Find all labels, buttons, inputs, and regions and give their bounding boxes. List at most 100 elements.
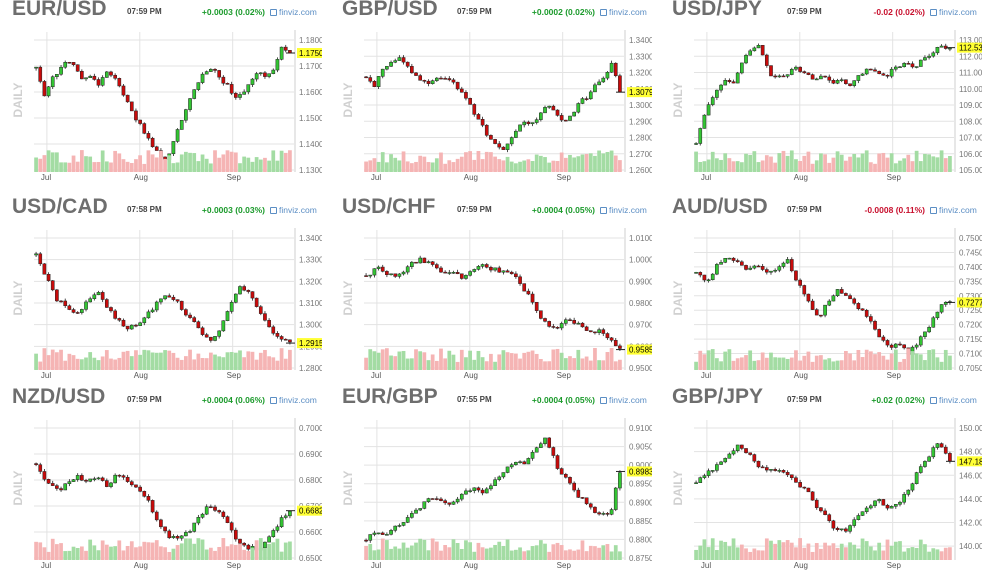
volume-bar: [588, 360, 593, 370]
volume-bar: [935, 157, 940, 172]
finviz-brand-link[interactable]: finviz.com: [930, 395, 977, 405]
candle-body: [121, 85, 126, 96]
candle-body: [939, 45, 944, 48]
y-tick-label: 1.3000: [629, 101, 652, 110]
candle-body: [898, 66, 902, 69]
candle-body: [250, 291, 255, 299]
volume-bar: [823, 359, 827, 370]
candle-body: [104, 480, 109, 487]
volume-bar: [910, 351, 915, 370]
finviz-brand-link[interactable]: finviz.com: [270, 395, 317, 405]
volume-bar: [902, 358, 907, 370]
y-tick-label: 1.2600: [629, 166, 652, 175]
finviz-brand-link[interactable]: finviz.com: [930, 7, 977, 17]
candle-body: [555, 455, 560, 469]
chart-panel-usd-jpy[interactable]: 113.00 112.00 111.00 110.00 109.00 108.00 107.…: [660, 0, 982, 185]
finviz-brand-link[interactable]: finviz.com: [600, 205, 647, 215]
candle-body: [576, 489, 581, 498]
candle-body: [146, 133, 151, 139]
x-tick-label: Sep: [227, 371, 242, 380]
candle-body: [117, 474, 122, 477]
candle-body: [393, 525, 398, 531]
candle-body: [271, 326, 276, 334]
volume-bar: [175, 357, 180, 370]
candle-body: [63, 483, 68, 491]
volume-bar: [154, 540, 159, 560]
symbol-title[interactable]: USD/CHF: [342, 195, 436, 218]
candle-body: [551, 326, 556, 328]
finviz-brand-link[interactable]: finviz.com: [270, 205, 317, 215]
volume-bar: [814, 160, 819, 172]
volume-bar: [464, 152, 468, 172]
volume-bar: [179, 154, 184, 172]
candle-body: [275, 59, 280, 71]
volume-bar: [538, 540, 543, 560]
candle-body: [104, 299, 109, 308]
chart-panel-gbp-jpy[interactable]: 150.00 148.00 146.00 144.00 142.00 140.00 Jul A…: [660, 385, 982, 573]
volume-bar: [559, 152, 564, 172]
candle-body: [154, 301, 159, 311]
symbol-title[interactable]: USD/CAD: [12, 195, 108, 218]
chart-panel-usd-cad[interactable]: 1.34001.33001.32001.31001.30001.29001.28…: [0, 195, 322, 383]
volume-bar: [104, 544, 109, 560]
candle-body: [731, 257, 736, 261]
volume-bar: [739, 357, 744, 370]
volume-bar: [810, 551, 815, 560]
chart-panel-eur-usd[interactable]: 1.1800 1.1700 1.1600 1.1500 1.1400 1.1300 Jul A…: [0, 0, 322, 185]
volume-bar: [129, 163, 134, 172]
timeframe-label: DAILY: [671, 83, 685, 118]
volume-bar: [898, 160, 902, 172]
quote-time: 07:59 PM: [457, 7, 492, 16]
volume-bar: [38, 542, 43, 560]
candle-body: [559, 468, 564, 475]
chart-panel-gbp-usd[interactable]: 1.34001.33001.32001.31001.30001.29001.28…: [330, 0, 652, 185]
chart-panel-aud-usd[interactable]: 0.7500 0.7450 0.7400 0.7350 0.7300 0.7250 0.72…: [660, 195, 982, 383]
finviz-brand-link[interactable]: finviz.com: [930, 205, 977, 215]
symbol-title[interactable]: EUR/USD: [12, 0, 107, 20]
chart-panel-usd-chf[interactable]: 1.01001.00000.99000.98000.97000.96000.95…: [330, 195, 652, 383]
candle-body: [555, 109, 560, 116]
chart-panel-eur-gbp[interactable]: 0.9100 0.9050 0.9000 0.8950 0.8900 0.8850 0.88…: [330, 385, 652, 573]
volume-bar: [267, 356, 271, 370]
candle-body: [154, 511, 159, 521]
candle-body: [393, 60, 398, 63]
candle-body: [798, 279, 802, 286]
candle-body: [217, 510, 222, 513]
finviz-brand-link[interactable]: finviz.com: [270, 7, 317, 17]
symbol-title[interactable]: GBP/JPY: [672, 385, 764, 408]
volume-bar: [785, 540, 790, 560]
volume-bar: [819, 548, 823, 560]
symbol-title[interactable]: GBP/USD: [342, 0, 438, 20]
chart-panel-nzd-usd[interactable]: 0.70000.69000.68000.67000.66000.6500JulA…: [0, 385, 322, 573]
volume-bar: [522, 551, 527, 560]
y-tick-label: 0.8850: [629, 517, 652, 526]
y-tick-label: 0.6600: [299, 528, 322, 537]
last-price-label: 0.6682: [299, 507, 322, 516]
y-tick-label: 1.0100: [629, 234, 652, 243]
candle-body: [376, 532, 381, 535]
x-tick-label: Sep: [557, 561, 572, 570]
volume-bar: [773, 357, 778, 370]
volume-bar: [530, 161, 535, 172]
candle-body: [605, 333, 610, 339]
symbol-title[interactable]: NZD/USD: [12, 385, 106, 408]
y-tick-label: 0.9900: [629, 277, 652, 286]
x-tick-label: Sep: [557, 173, 572, 182]
volume-bar: [914, 353, 919, 370]
candle-body: [125, 476, 130, 482]
volume-bar: [459, 349, 464, 370]
candle-body: [902, 344, 906, 349]
symbol-title[interactable]: USD/JPY: [672, 0, 762, 20]
candle-body: [493, 267, 497, 271]
symbol-title[interactable]: EUR/GBP: [342, 385, 438, 408]
finviz-brand-link[interactable]: finviz.com: [600, 395, 647, 405]
y-tick-label: 0.7300: [959, 292, 982, 301]
symbol-title[interactable]: AUD/USD: [672, 195, 768, 218]
volume-bar: [397, 548, 402, 560]
candle-body: [489, 135, 493, 140]
volume-bar: [848, 156, 852, 172]
volume-bar: [530, 546, 535, 560]
finviz-brand-link[interactable]: finviz.com: [600, 7, 647, 17]
y-tick-label: 0.6500: [299, 554, 322, 563]
candle-body: [777, 470, 782, 472]
